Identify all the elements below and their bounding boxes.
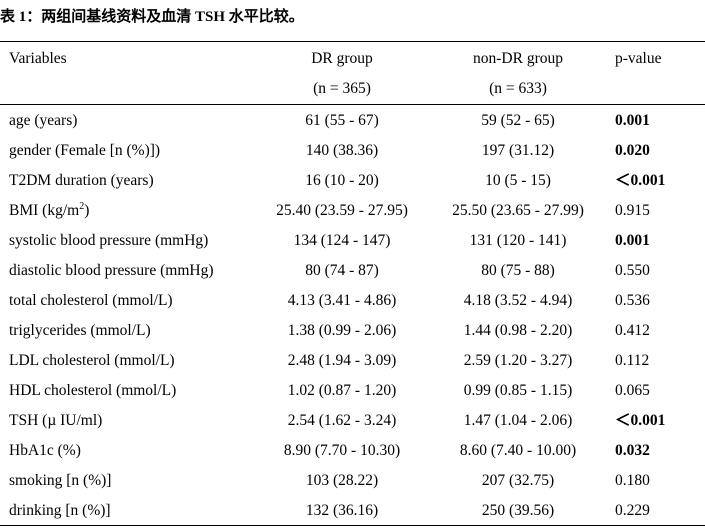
header-non-dr-group: non-DR group (473, 50, 563, 67)
row-variable: total cholesterol (mmol/L) (9, 292, 173, 309)
row-variable: T2DM duration (years) (9, 172, 154, 189)
row-variable: TSH (µ IU/ml) (9, 412, 103, 429)
row-p-value: 0.229 (615, 502, 650, 519)
row-non-dr-value: 8.60 (7.40 - 10.00) (459, 442, 577, 459)
row-p-value: ＜0.001 (615, 412, 666, 429)
table-top-rule (0, 41, 705, 42)
row-variable: HbA1c (%) (9, 442, 81, 459)
row-dr-value: 16 (10 - 20) (305, 172, 379, 189)
row-non-dr-value: 250 (39.56) (481, 502, 555, 519)
row-p-value: 0.001 (615, 112, 650, 129)
row-variable: BMI (kg/m2) (9, 200, 90, 219)
caption-title: 两组间基线资料及血清 TSH 水平比较。 (41, 9, 304, 25)
row-variable: gender (Female [n (%)]) (9, 142, 161, 159)
row-p-value: 0.536 (615, 292, 650, 309)
header-variables: Variables (9, 50, 67, 67)
caption-label: 表 1： (0, 9, 42, 25)
row-non-dr-value: 2.59 (1.20 - 3.27) (463, 352, 573, 369)
header-non-dr-group-n: (n = 633) (489, 80, 547, 97)
row-variable-superscript: 2 (79, 200, 85, 212)
header-dr-group-n: (n = 365) (313, 80, 371, 97)
row-non-dr-value: 25.50 (23.65 - 27.99) (452, 202, 584, 219)
row-dr-value: 2.48 (1.94 - 3.09) (287, 352, 397, 369)
row-non-dr-value: 59 (52 - 65) (481, 112, 555, 129)
row-dr-value: 80 (74 - 87) (305, 262, 379, 279)
row-p-value: 0.020 (615, 142, 650, 159)
row-variable: triglycerides (mmol/L) (9, 322, 151, 339)
row-non-dr-value: 131 (120 - 141) (469, 232, 567, 249)
row-p-value: 0.065 (615, 382, 650, 399)
table-caption: 表 1：两组间基线资料及血清 TSH 水平比较。 (0, 8, 304, 26)
row-p-value: 0.112 (615, 352, 650, 369)
header-dr-group: DR group (311, 50, 373, 67)
row-variable: LDL cholesterol (mmol/L) (9, 352, 175, 369)
row-dr-value: 8.90 (7.70 - 10.30) (283, 442, 401, 459)
row-variable: drinking [n (%)] (9, 502, 111, 519)
row-variable-tail: ) (84, 202, 90, 219)
row-dr-value: 1.38 (0.99 - 2.06) (287, 322, 397, 339)
row-dr-value: 134 (124 - 147) (293, 232, 391, 249)
row-non-dr-value: 0.99 (0.85 - 1.15) (463, 382, 573, 399)
row-p-value: 0.550 (615, 262, 650, 279)
row-non-dr-value: 197 (31.12) (481, 142, 555, 159)
row-dr-value: 103 (28.22) (305, 472, 379, 489)
row-p-value: ＜0.001 (615, 172, 666, 189)
row-dr-value: 132 (36.16) (305, 502, 379, 519)
row-dr-value: 4.13 (3.41 - 4.86) (287, 292, 397, 309)
row-non-dr-value: 1.47 (1.04 - 2.06) (463, 412, 573, 429)
row-non-dr-value: 10 (5 - 15) (485, 172, 551, 189)
row-p-value: 0.915 (615, 202, 650, 219)
row-dr-value: 140 (38.36) (305, 142, 379, 159)
row-non-dr-value: 80 (75 - 88) (481, 262, 555, 279)
row-p-value: 0.412 (615, 322, 650, 339)
table-header-rule (0, 104, 705, 105)
table-bottom-rule (0, 525, 705, 526)
row-non-dr-value: 207 (32.75) (481, 472, 555, 489)
row-variable: smoking [n (%)] (9, 472, 112, 489)
row-variable: diastolic blood pressure (mmHg) (9, 262, 214, 279)
row-variable: systolic blood pressure (mmHg) (9, 232, 209, 249)
row-dr-value: 2.54 (1.62 - 3.24) (287, 412, 397, 429)
row-non-dr-value: 1.44 (0.98 - 2.20) (463, 322, 573, 339)
row-non-dr-value: 4.18 (3.52 - 4.94) (463, 292, 573, 309)
row-dr-value: 1.02 (0.87 - 1.20) (287, 382, 397, 399)
row-p-value: 0.180 (615, 472, 650, 489)
row-dr-value: 61 (55 - 67) (305, 112, 379, 129)
row-p-value: 0.001 (615, 232, 650, 249)
row-dr-value: 25.40 (23.59 - 27.95) (276, 202, 408, 219)
row-variable: HDL cholesterol (mmol/L) (9, 382, 177, 399)
row-p-value: 0.032 (615, 442, 650, 459)
row-variable: age (years) (9, 112, 78, 129)
header-p-value: p-value (615, 50, 662, 67)
